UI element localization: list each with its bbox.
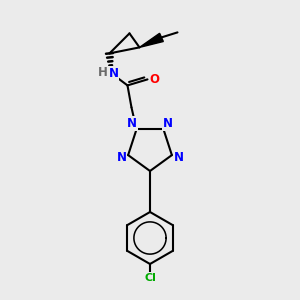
Text: H: H (98, 66, 107, 79)
Text: N: N (163, 117, 172, 130)
Text: Cl: Cl (144, 273, 156, 283)
Text: O: O (149, 73, 160, 86)
Polygon shape (140, 33, 163, 47)
Text: N: N (109, 67, 118, 80)
Text: N: N (116, 151, 127, 164)
Text: N: N (128, 117, 137, 130)
Text: N: N (173, 151, 184, 164)
